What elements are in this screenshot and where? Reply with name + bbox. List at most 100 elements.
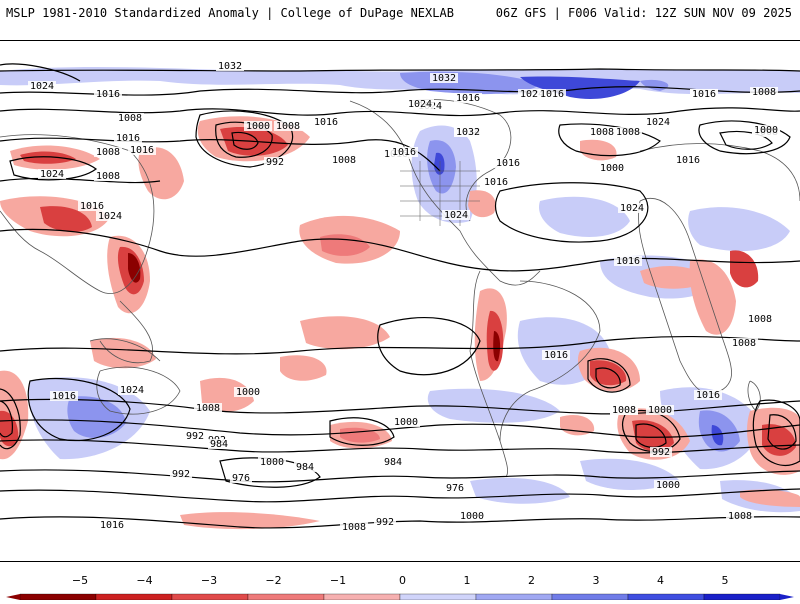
isobar-label: 1008 [728, 511, 752, 522]
colorbar-tick-labels: −5 −4 −3 −2 −1 0 1 2 3 4 5 [72, 574, 729, 587]
isobar-label: 992 [652, 447, 670, 458]
isobar-label-bg [542, 350, 570, 360]
isobar-label: 992 [376, 517, 394, 528]
isobar-label: 1000 [648, 405, 672, 416]
isobar-label-bg [518, 89, 546, 99]
isobar-label-bg [538, 89, 566, 99]
positive-anomaly-region [538, 196, 630, 237]
isobar-label: 1000 [246, 121, 270, 132]
colorbar-right-arrow [780, 594, 794, 600]
isobar-label: 1032 [432, 73, 456, 84]
isobar-label-bg [746, 314, 774, 324]
isobar-label-bg [674, 155, 702, 165]
isobar-label: 1008 [342, 522, 366, 533]
negative-anomaly-region [468, 190, 496, 218]
isobar-label-bg [234, 387, 262, 397]
isobar-label: 1008 [612, 405, 636, 416]
isobar-label: 1024 [408, 99, 432, 110]
negative-anomaly-region [280, 355, 327, 381]
isobar-label: 1008 [748, 314, 772, 325]
colorbar-tick-label: 5 [722, 574, 729, 587]
isobar-label-bg [650, 447, 672, 457]
negative-anomaly-region [493, 331, 501, 362]
isobar-label: 1016 [544, 350, 568, 361]
isobar-label: 1016 [96, 89, 120, 100]
isobar-label: 992 [186, 431, 204, 442]
isobar-label-bg [330, 155, 358, 165]
negative-anomaly-region [180, 512, 320, 530]
isobar-label-bg [208, 439, 230, 449]
isobar-label-bg [94, 89, 122, 99]
isobar-label-bg [244, 121, 272, 131]
isobar-label-bg [444, 483, 466, 493]
colorbar-tick-label: −3 [201, 574, 217, 587]
isobar-label-bg [406, 99, 434, 109]
isobar-label-bg [170, 469, 192, 479]
isobar-label-bg [78, 201, 106, 211]
isobar-label-bg [312, 117, 340, 127]
isobar-label: 1016 [116, 133, 140, 144]
negative-anomaly-region [580, 139, 617, 161]
isobar-label-bg [118, 385, 146, 395]
isobar-label: 1000 [600, 163, 624, 174]
isobar-label-bg [96, 211, 124, 221]
isobar-label: 1016 [676, 155, 700, 166]
isobar-label-bg [618, 203, 646, 213]
colorbar-swatch [95, 593, 173, 601]
colorbar-tick-label: −1 [330, 574, 346, 587]
isobar-label-bg [184, 431, 206, 441]
colorbar-swatch [247, 593, 325, 601]
colorbar-swatches [6, 593, 794, 601]
isobar-label: 1000 [754, 125, 778, 136]
isobar-label: 1016 [100, 520, 124, 531]
isobar-label: 1016 [692, 89, 716, 100]
isobar-label: 984 [296, 462, 314, 473]
positive-anomaly-region [711, 425, 724, 446]
colorbar: −5 −4 −3 −2 −1 0 1 2 3 4 5 [0, 570, 800, 601]
isobar-label-bg [382, 457, 404, 467]
negative-anomaly-region [128, 253, 141, 283]
isobar-label: 984 [210, 439, 228, 450]
isobar-label: 1016 [696, 390, 720, 401]
isobar-label: 1024 [30, 81, 54, 92]
isobar-label: 1000 [394, 417, 418, 428]
isobar-label: 1024 [444, 210, 468, 221]
map-title: MSLP 1981-2010 Standardized Anomaly | Co… [6, 6, 454, 20]
isobar-label: 992 [266, 157, 284, 168]
isobar-label: 1016 [314, 117, 338, 128]
isobar-label-bg [294, 462, 316, 472]
negative-anomaly-region [632, 420, 674, 452]
isobar-label: 1024 [520, 89, 544, 100]
isobar-label: 1016 [80, 201, 104, 212]
colorbar-tick-label: −4 [136, 574, 152, 587]
isobar-label: 1024 [646, 117, 670, 128]
isobar-label: 1008 [196, 403, 220, 414]
colorbar-swatch [323, 593, 401, 601]
colorbar-tick-label: 2 [528, 574, 535, 587]
isobar-label-bg [726, 511, 754, 521]
colorbar-tick-label: 3 [593, 574, 600, 587]
isobar-label-bg [614, 127, 642, 137]
negative-anomaly-region [300, 316, 390, 350]
isobar-label-bg [216, 61, 244, 71]
negative-anomaly-region [90, 337, 156, 369]
isobar-label: 1024 [40, 169, 64, 180]
isobar-label-bg [454, 127, 482, 137]
isobar-label: 1024 [620, 203, 644, 214]
isobar-label-bg [430, 73, 458, 83]
isobar-label-bg [458, 511, 486, 521]
isobar-label: 1008 [96, 147, 120, 158]
colorbar-tick-label: −5 [72, 574, 88, 587]
colorbar-tick-label: 1 [464, 574, 471, 587]
negative-anomaly-region [40, 206, 92, 232]
isobar-label-bg [614, 256, 642, 266]
isobar-label-bg [588, 127, 616, 137]
isobar-label: 1008 [616, 127, 640, 138]
isobar-label-bg [646, 405, 674, 415]
isobar-label-bg [644, 117, 672, 127]
isobar-label: 1008 [96, 171, 120, 182]
isobar-label: 1016 [130, 145, 154, 156]
isobar-label: 1008 [118, 113, 142, 124]
isobar-label-bg [340, 522, 368, 532]
isobar-label-bg [598, 163, 626, 173]
